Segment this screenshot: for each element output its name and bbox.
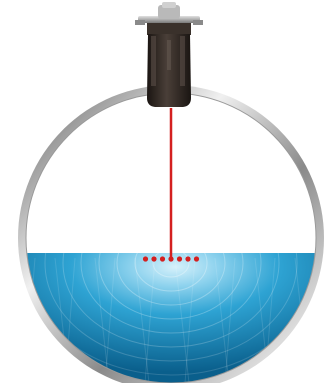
mounting-bracket — [138, 16, 200, 23]
reflection-point — [176, 256, 183, 262]
bracket-foot-left — [135, 20, 145, 25]
liquid-streak — [94, 257, 110, 383]
bracket-foot-right — [193, 20, 203, 25]
sensor-cap-top — [162, 2, 176, 8]
sensor-rib-right — [180, 36, 185, 86]
liquid-streak — [174, 257, 190, 383]
liquid-streak — [224, 257, 236, 383]
reflection-point — [151, 256, 157, 262]
liquid-streak — [134, 257, 150, 383]
sensor-cap — [158, 5, 180, 19]
reflection-point — [159, 256, 166, 262]
liquid-streak — [184, 257, 196, 383]
liquid — [26, 253, 316, 383]
reflection-point — [193, 256, 200, 262]
sensor — [135, 2, 203, 107]
liquid-streak — [214, 257, 230, 383]
reflection-points — [142, 256, 200, 262]
liquid-streak — [144, 257, 156, 383]
reflection-point — [142, 256, 149, 262]
sensor-rib-left — [151, 36, 156, 86]
sensor-neck — [147, 23, 191, 35]
reflection-point — [185, 256, 191, 262]
reflection-point — [168, 256, 174, 262]
sensor-rib-center — [167, 40, 171, 70]
liquid-streak — [104, 257, 116, 383]
